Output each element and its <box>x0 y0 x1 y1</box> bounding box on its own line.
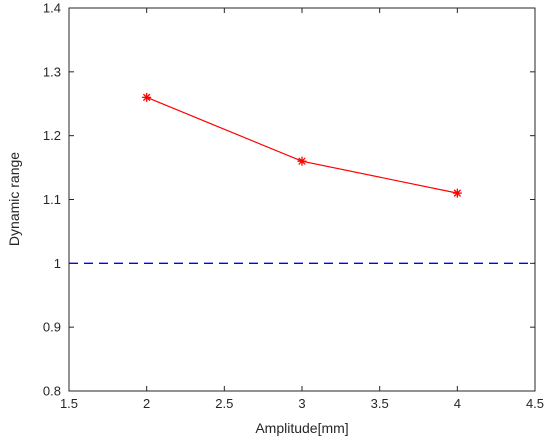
y-tick-label: 1.1 <box>43 192 61 207</box>
data-point-marker <box>142 92 152 102</box>
data-point-marker <box>297 156 307 166</box>
data-point-marker <box>452 188 462 198</box>
series-layer <box>142 92 462 198</box>
plot-area <box>69 8 535 391</box>
x-tick-label: 4.5 <box>526 396 544 411</box>
x-tick-label: 1.5 <box>60 396 78 411</box>
y-tick-label: 1.2 <box>43 128 61 143</box>
ticks: 1.5 2 2.5 3 3.5 4 4.5 0.8 0.9 1 1.1 1.2 1.3 1.4 <box>43 1 544 412</box>
x-tick-label: 2 <box>143 396 150 411</box>
x-tick-label: 3 <box>298 396 305 411</box>
y-tick-label: 0.8 <box>43 384 61 399</box>
y-tick-label: 0.9 <box>43 320 61 335</box>
x-axis-label: Amplitude[mm] <box>255 420 348 436</box>
x-tick-label: 2.5 <box>215 396 233 411</box>
y-tick-label: 1.3 <box>43 64 61 79</box>
y-axis-label: Dynamic range <box>6 152 22 246</box>
x-tick-label: 3.5 <box>371 396 389 411</box>
x-tick-label: 4 <box>454 396 461 411</box>
y-tick-label: 1.4 <box>43 1 61 16</box>
y-tick-label: 1 <box>54 256 61 271</box>
